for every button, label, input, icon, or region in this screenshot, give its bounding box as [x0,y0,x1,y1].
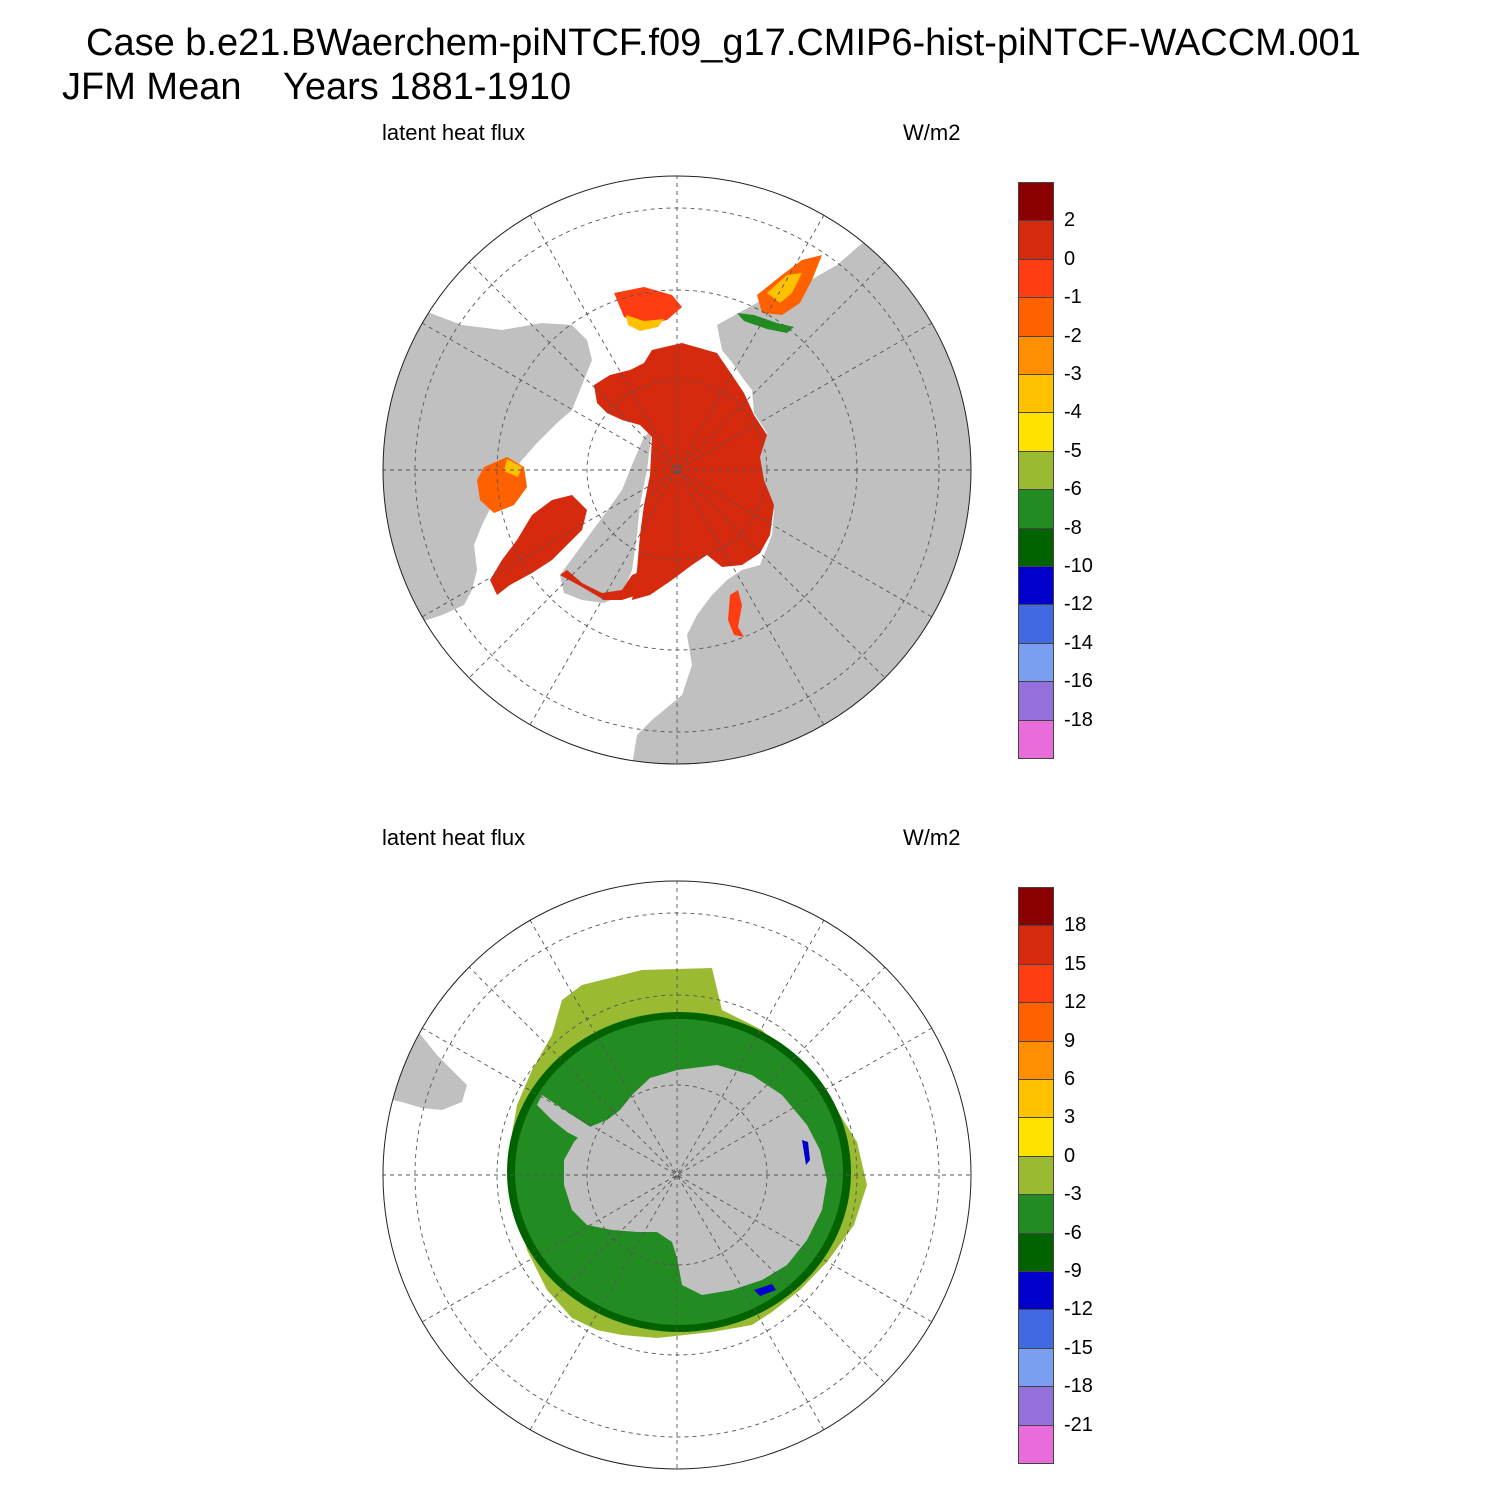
colorbar-swatch [1018,489,1054,529]
colorbar-swatch [1018,925,1054,965]
colorbar-swatch [1018,297,1054,337]
colorbar-tick-label: -2 [1064,324,1082,347]
colorbar-tick-label: -15 [1064,1336,1093,1359]
colorbar-tick-label: -9 [1064,1260,1082,1282]
colorbar-tick-label: -14 [1064,631,1093,654]
baffin-bay-flux-field [490,495,587,595]
south-units-label: W/m2 [903,825,961,850]
south-variable-label: latent heat flux [382,825,526,850]
colorbar-tick-label: -16 [1064,670,1093,693]
colorbar-swatch [1018,719,1054,759]
colorbar-tick-label: -3 [1064,1183,1082,1206]
colorbar-tick-label: -12 [1064,593,1093,616]
okhotsk-sea-coastal-band [737,313,794,333]
south-map-border [382,880,972,1470]
colorbar-swatch [1018,258,1054,299]
colorbar-swatch [1018,1155,1054,1196]
north-polar-map [382,175,972,765]
bering-sea-flux-field [614,287,682,325]
colorbar-swatch [1018,527,1054,567]
bering-sea-edge [626,315,664,331]
colorbar-tick-label: 18 [1064,914,1087,937]
north-variable-label: latent heat flux [382,120,526,145]
colorbar-swatch [1018,1271,1054,1311]
colorbar-swatch [1018,182,1054,222]
colorbar-tick-label: 15 [1064,952,1087,975]
colorbar-swatch [1018,374,1054,414]
colorbar-tick-label: 6 [1064,1068,1076,1090]
antarctic-peninsula [537,1095,592,1140]
colorbar-tick-label: -6 [1064,478,1082,501]
colorbar-tick-label: -3 [1064,363,1082,385]
colorbar-tick-label: -4 [1064,401,1082,424]
colorbar-tick-label: -21 [1064,1413,1093,1436]
coastal-blue-patch-east [802,1140,810,1165]
colorbar-swatch [1018,1079,1054,1119]
colorbar-swatch [1018,1194,1054,1234]
colorbar-tick-label: 3 [1064,1106,1076,1129]
south-polar-map [382,880,972,1470]
colorbar-tick-label: 2 [1064,209,1076,232]
colorbar-tick-label: -18 [1064,708,1093,731]
south-graticule [383,881,971,1469]
colorbar-swatch [1018,1309,1054,1349]
colorbar-swatch [1018,1232,1054,1272]
colorbar-tick-label: -12 [1064,1298,1093,1321]
colorbar-swatch [1018,335,1054,375]
colorbar-swatch [1018,963,1054,1004]
colorbar-tick-label: 0 [1064,1144,1076,1167]
okhotsk-sea-core [767,273,802,303]
colorbar-swatch [1018,220,1054,260]
colorbar-swatch [1018,1386,1054,1426]
arctic-ocean-flux-field [594,343,774,600]
colorbar-tick-label: -5 [1064,439,1082,462]
figure-title-case: Case b.e21.BWaerchem-piNTCF.f09_g17.CMIP… [86,22,1361,64]
colorbar-tick-label: -18 [1064,1375,1093,1398]
colorbar-swatch [1018,1002,1054,1042]
figure-title-period: JFM Mean Years 1881-1910 [62,66,572,108]
greenland-sea-flux-field [560,570,644,600]
colorbar-swatch [1018,1347,1054,1388]
colorbar-tick-label: 9 [1064,1029,1076,1052]
colorbar-swatch [1018,1424,1054,1464]
colorbar-swatch [1018,1117,1054,1157]
north-map-border [382,175,972,765]
colorbar-swatch [1018,887,1054,927]
colorbar-tick-label: -6 [1064,1221,1082,1244]
colorbar-swatch [1018,566,1054,606]
colorbar-tick-label: 12 [1064,991,1087,1014]
north-units-label: W/m2 [903,120,961,145]
colorbar-swatch [1018,642,1054,683]
colorbar-swatch [1018,450,1054,491]
antarctica-landmass [564,1065,827,1295]
colorbar-tick-label: -1 [1064,286,1082,309]
colorbar-tick-label: -10 [1064,555,1093,577]
colorbar-swatch [1018,681,1054,721]
hudson-bay-edge [504,459,522,477]
coastal-blue-patch-south [754,1284,776,1296]
colorbar-swatch [1018,1040,1054,1080]
eurasia-landmass [632,215,971,764]
colorbar-tick-label: 0 [1064,247,1076,270]
colorbar-tick-label: -8 [1064,516,1082,539]
colorbar-swatch [1018,604,1054,644]
colorbar-swatch [1018,412,1054,452]
north-graticule [383,176,971,764]
baltic-sea-flux-field [728,590,744,637]
greenland-landmass [560,430,652,603]
